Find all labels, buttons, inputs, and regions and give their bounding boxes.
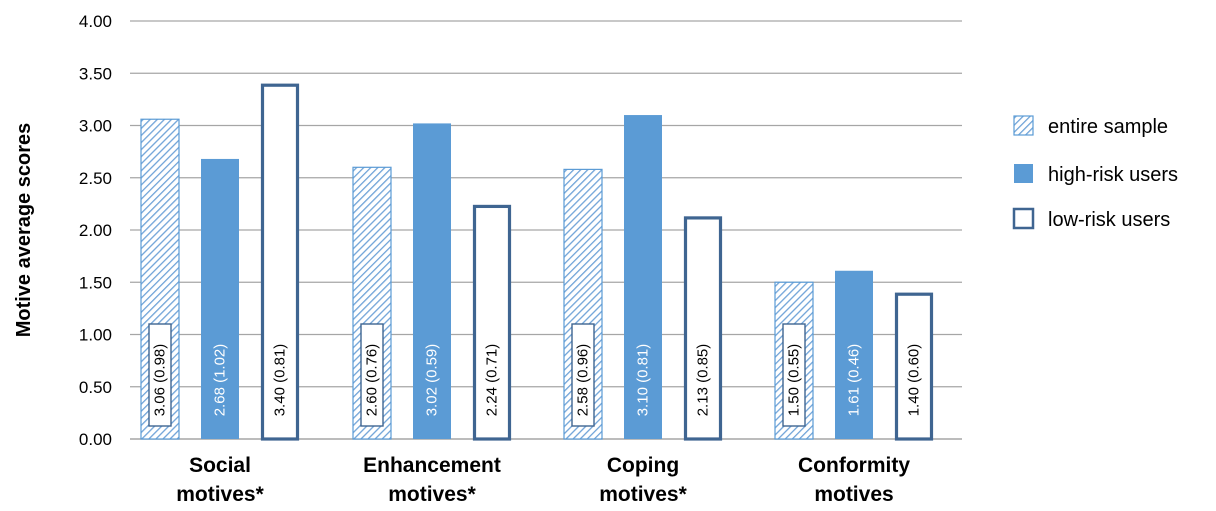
- data-label: 3.02 (0.59): [424, 344, 441, 417]
- bar-solid: [413, 123, 451, 439]
- x-category-label: Enhancement: [363, 454, 501, 477]
- y-tick-label: 2.50: [79, 169, 112, 188]
- y-tick-label: 0.00: [79, 430, 112, 449]
- data-label: 3.06 (0.98): [152, 344, 169, 417]
- bar-outline: [472, 204, 512, 441]
- data-label-box: [360, 323, 384, 427]
- data-label-box: [148, 323, 172, 427]
- x-category-label: Conformity: [798, 454, 910, 477]
- bar-outline: [894, 292, 934, 441]
- legend-swatch-outline: [1012, 207, 1035, 230]
- data-label: 2.13 (0.85): [695, 344, 712, 417]
- x-category-label: motives*: [388, 483, 476, 506]
- bar-solid: [835, 270, 873, 439]
- bar-solid: [624, 115, 662, 440]
- data-label-box: [782, 323, 806, 427]
- y-tick-label: 3.50: [79, 64, 112, 83]
- bars: 3.06 (0.98) 2.60 (0.76) 2.58 (0.96) 1.50 (0…: [140, 83, 934, 441]
- bar-solid: [201, 158, 239, 439]
- x-axis-categories: Social motives* Enhancement motives* Coping m…: [176, 454, 910, 506]
- bar-outline: [683, 216, 723, 441]
- legend-swatch-solid: [1014, 164, 1033, 183]
- data-label: 3.10 (0.81): [635, 344, 652, 417]
- x-category-label: Social: [189, 454, 251, 477]
- y-tick-label: 1.00: [79, 326, 112, 345]
- data-label: 2.60 (0.76): [364, 344, 381, 417]
- x-category-label: motives*: [176, 483, 264, 506]
- x-category-label: Coping: [607, 454, 679, 477]
- legend-label: high-risk users: [1048, 164, 1178, 186]
- y-tick-label: 1.50: [79, 273, 112, 292]
- y-axis-ticks: 0.00 0.50 1.00 1.50 2.00 2.50 3.00 3.50 4.00: [79, 12, 112, 449]
- data-label: 1.61 (0.46): [846, 344, 863, 417]
- data-label-box: [571, 323, 595, 427]
- data-label: 2.58 (0.96): [575, 344, 592, 417]
- legend-swatch-hatched: [1013, 115, 1034, 136]
- legend: entire sample high-risk users low-risk use…: [1012, 115, 1178, 231]
- y-tick-label: 3.00: [79, 117, 112, 136]
- bar-outline: [260, 83, 300, 441]
- data-label: 3.40 (0.81): [272, 344, 289, 417]
- data-label: 1.40 (0.60): [906, 344, 923, 417]
- data-label: 2.68 (1.02): [212, 344, 229, 417]
- data-label: 1.50 (0.55): [786, 344, 803, 417]
- legend-label: low-risk users: [1048, 209, 1170, 231]
- data-label: 2.24 (0.71): [484, 344, 501, 417]
- y-axis-label: Motive average scores: [13, 123, 35, 338]
- legend-label: entire sample: [1048, 116, 1168, 138]
- x-category-label: motives: [814, 483, 893, 506]
- y-tick-label: 0.50: [79, 378, 112, 397]
- x-category-label: motives*: [599, 483, 687, 506]
- y-tick-label: 4.00: [79, 12, 112, 31]
- y-tick-label: 2.00: [79, 221, 112, 240]
